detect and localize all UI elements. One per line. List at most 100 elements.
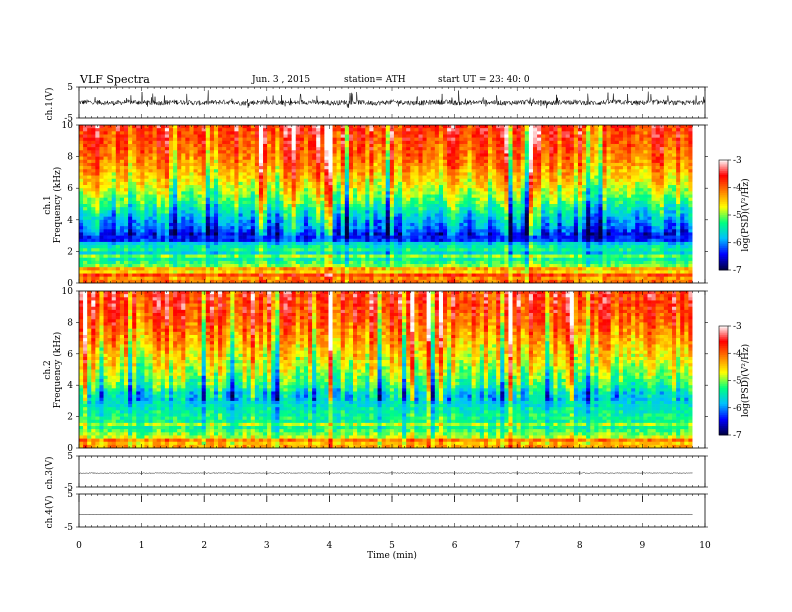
- psd-cell: [459, 172, 464, 176]
- psd-cell: [303, 226, 309, 230]
- psd-cell: [136, 162, 141, 167]
- psd-cell: [434, 257, 440, 262]
- psd-cell: [344, 128, 350, 132]
- psd-cell: [242, 194, 247, 198]
- psd-cell: [226, 229, 231, 233]
- psd-cell: [422, 213, 427, 217]
- psd-cell: [438, 194, 444, 198]
- psd-cell: [418, 175, 423, 180]
- psd-cell: [189, 140, 194, 145]
- psd-cell: [340, 219, 346, 224]
- psd-cell: [389, 150, 395, 154]
- psd-cell: [218, 248, 223, 252]
- psd-cell: [287, 140, 292, 145]
- psd-cell: [197, 172, 202, 176]
- psd-cell: [279, 156, 284, 161]
- psd-cell: [152, 169, 158, 173]
- psd-cell: [168, 131, 174, 135]
- psd-cell: [115, 175, 121, 180]
- psd-cell: [213, 235, 219, 240]
- psd-cell: [438, 222, 444, 227]
- psd-cell: [83, 226, 88, 230]
- psd-cell: [238, 229, 243, 233]
- psd-cell: [193, 216, 198, 221]
- psd-cell: [344, 267, 350, 271]
- psd-cell: [291, 229, 297, 233]
- psd-cell: [83, 222, 88, 227]
- psd-cell: [353, 188, 358, 192]
- psd-cell: [275, 257, 280, 262]
- psd-cell: [95, 219, 100, 224]
- psd-cell: [267, 235, 272, 240]
- psd-cell: [258, 216, 264, 221]
- psd-cell: [336, 175, 342, 180]
- psd-cell: [213, 219, 219, 224]
- psd-cell: [254, 131, 260, 135]
- psd-cell: [144, 248, 149, 252]
- psd-cell: [250, 181, 256, 186]
- psd-cell: [99, 134, 104, 138]
- psd-cell: [328, 131, 333, 135]
- psd-cell: [156, 178, 162, 183]
- psd-cell: [316, 279, 321, 284]
- psd-cell: [111, 279, 117, 284]
- psd-cell: [344, 178, 350, 183]
- psd-cell: [205, 172, 211, 176]
- psd-cell: [361, 222, 366, 227]
- psd-cell: [91, 216, 96, 221]
- psd-cell: [320, 156, 325, 161]
- psd-cell: [357, 178, 362, 183]
- psd-cell: [152, 241, 158, 246]
- psd-cell: [410, 276, 415, 281]
- psd-cell: [83, 229, 88, 233]
- psd-cell: [451, 226, 456, 230]
- psd-cell: [119, 267, 125, 271]
- psd-cell: [160, 207, 166, 211]
- psd-cell: [381, 200, 387, 205]
- psd-cell: [389, 232, 395, 236]
- psd-cell: [353, 257, 358, 262]
- psd-cell: [128, 140, 133, 145]
- psd-cell: [226, 140, 231, 145]
- psd-cell: [308, 169, 313, 173]
- psd-cell: [336, 251, 342, 255]
- psd-cell: [430, 194, 436, 198]
- psd-cell: [312, 172, 317, 176]
- psd-cell: [389, 210, 395, 214]
- psd-cell: [438, 235, 444, 240]
- psd-cell: [410, 257, 415, 262]
- psd-cell: [197, 191, 202, 195]
- psd-cell: [87, 188, 92, 192]
- psd-cell: [283, 257, 288, 262]
- psd-cell: [201, 270, 207, 274]
- psd-cell: [173, 216, 178, 221]
- psd-cell: [320, 128, 325, 132]
- psd-cell: [283, 200, 288, 205]
- psd-cell: [353, 194, 358, 198]
- psd-cell: [230, 200, 235, 205]
- psd-cell: [308, 251, 313, 255]
- psd-cell: [242, 147, 247, 151]
- psd-cell: [250, 245, 256, 249]
- psd-cell: [385, 162, 391, 167]
- psd-cell: [332, 178, 337, 183]
- psd-cell: [299, 238, 305, 243]
- psd-cell: [324, 128, 329, 132]
- psd-cell: [140, 172, 145, 176]
- psd-cell: [218, 150, 223, 154]
- psd-cell: [230, 270, 235, 274]
- psd-cell: [438, 169, 444, 173]
- psd-cell: [451, 276, 456, 281]
- psd-cell: [197, 248, 202, 252]
- psd-cell: [173, 197, 178, 202]
- psd-cell: [197, 213, 202, 217]
- psd-cell: [365, 178, 370, 183]
- psd-cell: [336, 232, 342, 236]
- psd-cell: [152, 172, 158, 176]
- psd-cell: [340, 143, 346, 148]
- psd-cell: [238, 241, 243, 246]
- psd-cell: [181, 178, 186, 183]
- psd-cell: [410, 143, 415, 148]
- psd-cell: [447, 235, 452, 240]
- psd-cell: [123, 181, 129, 186]
